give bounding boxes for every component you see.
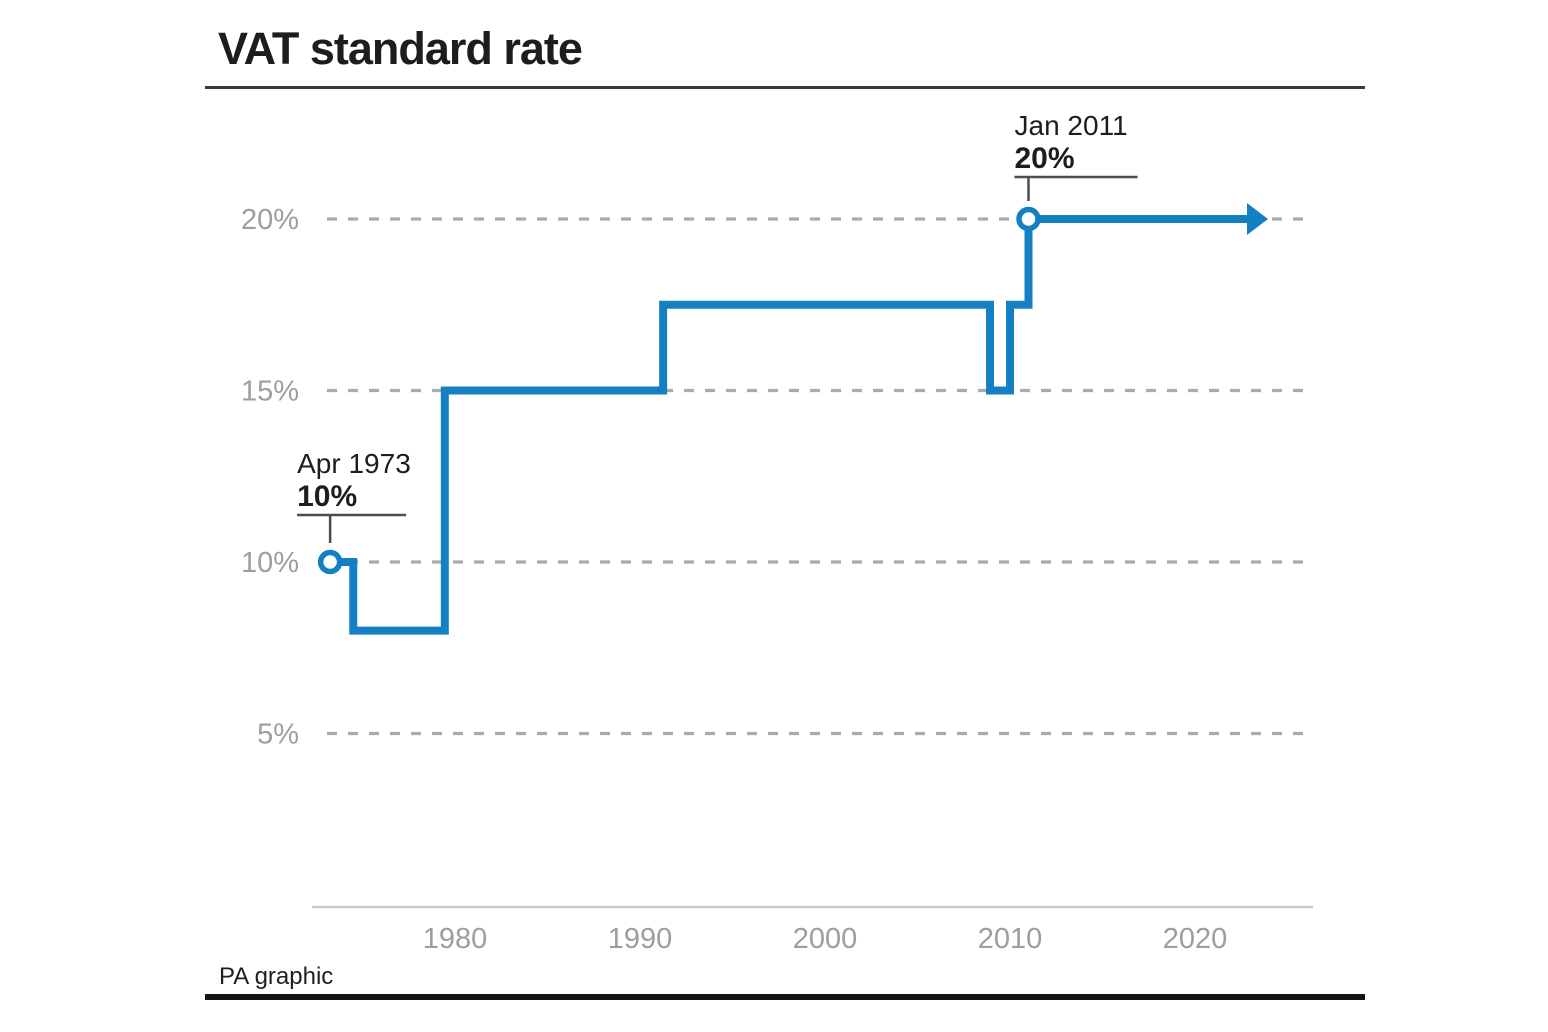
x-tick-label-2000: 2000 [793,923,858,955]
chart-title: VAT standard rate [218,23,583,74]
annotation-value-1: 20% [1015,142,1075,175]
annotation-value-0: 10% [297,480,357,513]
y-tick-label-20%: 20% [241,204,299,236]
line-arrowhead [1247,203,1268,235]
data-point-marker-1 [1016,206,1041,232]
x-tick-label-1990: 1990 [608,923,673,955]
y-tick-label-10%: 10% [241,547,299,579]
y-tick-label-5%: 5% [257,719,299,751]
y-tick-label-15%: 15% [241,376,299,408]
source-credit: PA graphic [219,963,334,990]
annotation-date-1: Jan 2011 [1015,110,1128,141]
annotation-date-0: Apr 1973 [297,448,411,479]
x-tick-label-1980: 1980 [423,923,488,955]
x-tick-label-2020: 2020 [1163,923,1228,955]
data-point-marker-0 [317,549,343,575]
bottom-rule [205,994,1365,1000]
vat-rate-line [330,215,1247,635]
title-rule [205,86,1365,89]
x-tick-label-2010: 2010 [978,923,1043,955]
